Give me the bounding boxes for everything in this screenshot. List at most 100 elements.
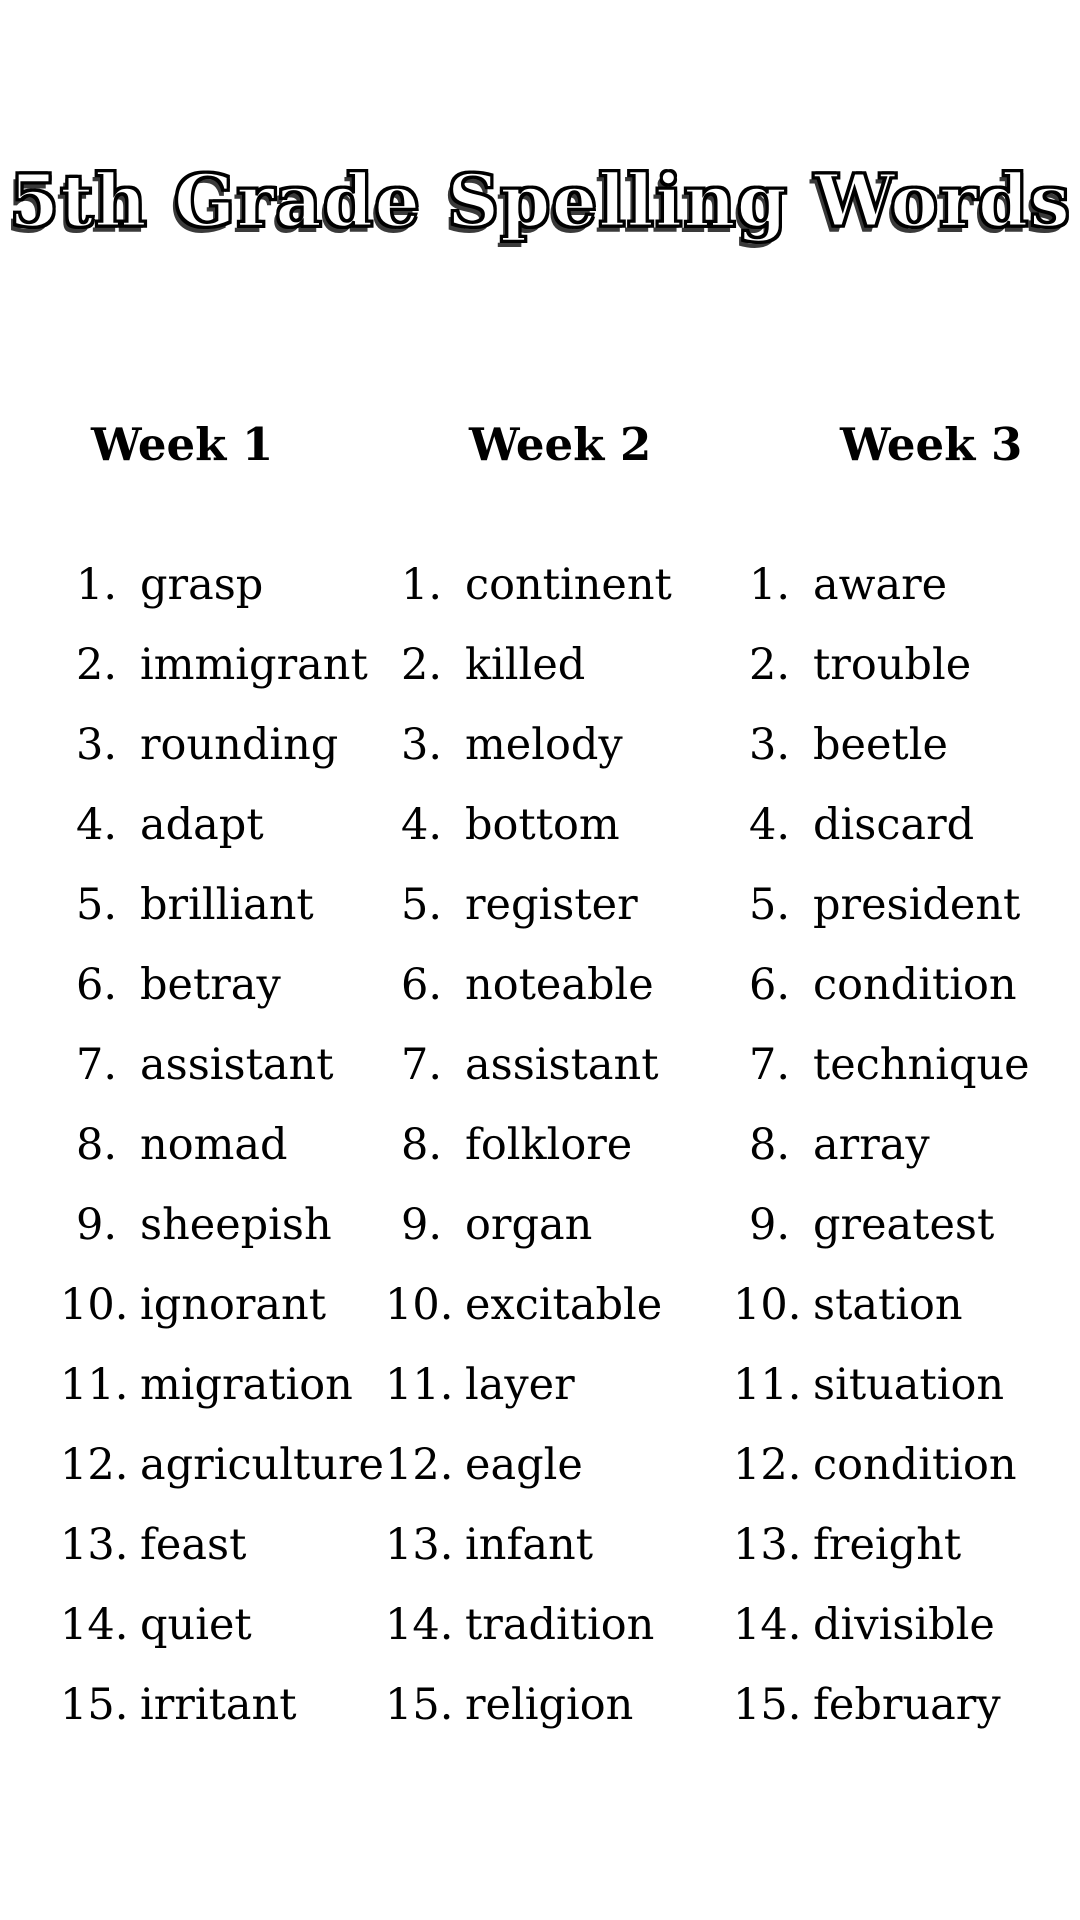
word-text: february	[813, 1680, 1001, 1730]
spelling-word-item: 15. irritant	[60, 1665, 390, 1745]
word-number: 7.	[75, 1040, 117, 1090]
spelling-word-item: 10. excitable	[385, 1265, 730, 1345]
word-number: 8.	[75, 1120, 117, 1170]
word-number: 6.	[400, 960, 442, 1010]
word-number: 9.	[75, 1200, 117, 1250]
word-number: 8.	[400, 1120, 442, 1170]
word-text: noteable	[465, 960, 654, 1010]
spelling-word-item: 4. adapt	[60, 785, 390, 865]
word-text: agriculture	[140, 1440, 384, 1490]
word-text: organ	[465, 1200, 593, 1250]
week-2-column: Week 2 1. continent 2. killed 3. melody 4. b…	[385, 420, 730, 1745]
word-number: 6.	[748, 960, 790, 1010]
word-text: divisible	[813, 1600, 995, 1650]
word-text: tradition	[465, 1600, 655, 1650]
word-number: 5.	[75, 880, 117, 930]
word-text: president	[813, 880, 1021, 930]
word-text: aware	[813, 560, 948, 610]
word-number: 10.	[385, 1280, 454, 1330]
spelling-word-item: 5. brilliant	[60, 865, 390, 945]
word-number: 14.	[733, 1600, 802, 1650]
word-number: 4.	[400, 800, 442, 850]
word-number: 4.	[75, 800, 117, 850]
week-1-word-list: 1. grasp 2. immigrant 3. rounding 4. adapt 5…	[60, 545, 390, 1745]
word-number: 12.	[385, 1440, 454, 1490]
word-number: 6.	[75, 960, 117, 1010]
word-text: folklore	[465, 1120, 633, 1170]
spelling-word-item: 6. betray	[60, 945, 390, 1025]
spelling-word-item: 7. assistant	[385, 1025, 730, 1105]
spelling-word-item: 12. eagle	[385, 1425, 730, 1505]
spelling-word-item: 10. ignorant	[60, 1265, 390, 1345]
spelling-word-item: 13. infant	[385, 1505, 730, 1585]
word-text: condition	[813, 1440, 1017, 1490]
word-text: assistant	[140, 1040, 334, 1090]
word-text: ignorant	[140, 1280, 327, 1330]
word-text: killed	[465, 640, 586, 690]
word-number: 12.	[733, 1440, 802, 1490]
word-number: 14.	[385, 1600, 454, 1650]
spelling-word-item: 14. divisible	[733, 1585, 1080, 1665]
word-text: continent	[465, 560, 672, 610]
word-text: grasp	[140, 560, 264, 610]
spelling-word-item: 2. immigrant	[60, 625, 390, 705]
word-text: station	[813, 1280, 963, 1330]
word-text: quiet	[140, 1600, 252, 1650]
word-number: 11.	[385, 1360, 454, 1410]
word-text: adapt	[140, 800, 264, 850]
spelling-word-item: 12. agriculture	[60, 1425, 390, 1505]
week-2-word-list: 1. continent 2. killed 3. melody 4. bottom 5…	[385, 545, 730, 1745]
week-3-column: Week 3 1. aware 2. trouble 3. beetle 4. disc…	[733, 420, 1080, 1745]
word-number: 11.	[733, 1360, 802, 1410]
spelling-word-item: 1. aware	[733, 545, 1080, 625]
word-number: 10.	[60, 1280, 129, 1330]
spelling-word-item: 7. assistant	[60, 1025, 390, 1105]
spelling-word-item: 14. quiet	[60, 1585, 390, 1665]
spelling-word-item: 9. organ	[385, 1185, 730, 1265]
word-text: immigrant	[140, 640, 368, 690]
word-number: 13.	[60, 1520, 129, 1570]
word-text: layer	[465, 1360, 575, 1410]
week-1-column: Week 1 1. grasp 2. immigrant 3. rounding 4.…	[60, 420, 390, 1745]
word-text: sheepish	[140, 1200, 332, 1250]
week-3-header: Week 3	[840, 418, 1023, 471]
spelling-word-item: 8. nomad	[60, 1105, 390, 1185]
word-number: 14.	[60, 1600, 129, 1650]
word-number: 7.	[400, 1040, 442, 1090]
word-number: 3.	[400, 720, 442, 770]
word-text: greatest	[813, 1200, 995, 1250]
word-number: 11.	[60, 1360, 129, 1410]
spelling-word-item: 5. register	[385, 865, 730, 945]
spelling-word-item: 9. greatest	[733, 1185, 1080, 1265]
word-number: 5.	[748, 880, 790, 930]
word-text: condition	[813, 960, 1017, 1010]
word-text: eagle	[465, 1440, 583, 1490]
spelling-word-item: 13. freight	[733, 1505, 1080, 1585]
word-number: 10.	[733, 1280, 802, 1330]
word-number: 2.	[400, 640, 442, 690]
word-number: 13.	[385, 1520, 454, 1570]
spelling-word-item: 1. grasp	[60, 545, 390, 625]
word-text: bottom	[465, 800, 620, 850]
word-number: 2.	[748, 640, 790, 690]
word-number: 15.	[60, 1680, 129, 1730]
week-1-header: Week 1	[91, 418, 274, 471]
spelling-word-item: 11. migration	[60, 1345, 390, 1425]
word-text: migration	[140, 1360, 353, 1410]
spelling-word-item: 15. religion	[385, 1665, 730, 1745]
word-number: 3.	[75, 720, 117, 770]
spelling-word-item: 6. noteable	[385, 945, 730, 1025]
spelling-word-item: 4. bottom	[385, 785, 730, 865]
word-number: 8.	[748, 1120, 790, 1170]
spelling-word-item: 2. killed	[385, 625, 730, 705]
word-text: discard	[813, 800, 975, 850]
spelling-word-item: 3. melody	[385, 705, 730, 785]
word-number: 3.	[748, 720, 790, 770]
word-text: melody	[465, 720, 623, 770]
word-text: situation	[813, 1360, 1005, 1410]
word-number: 13.	[733, 1520, 802, 1570]
word-number: 1.	[75, 560, 117, 610]
spelling-word-item: 12. condition	[733, 1425, 1080, 1505]
word-text: freight	[813, 1520, 962, 1570]
